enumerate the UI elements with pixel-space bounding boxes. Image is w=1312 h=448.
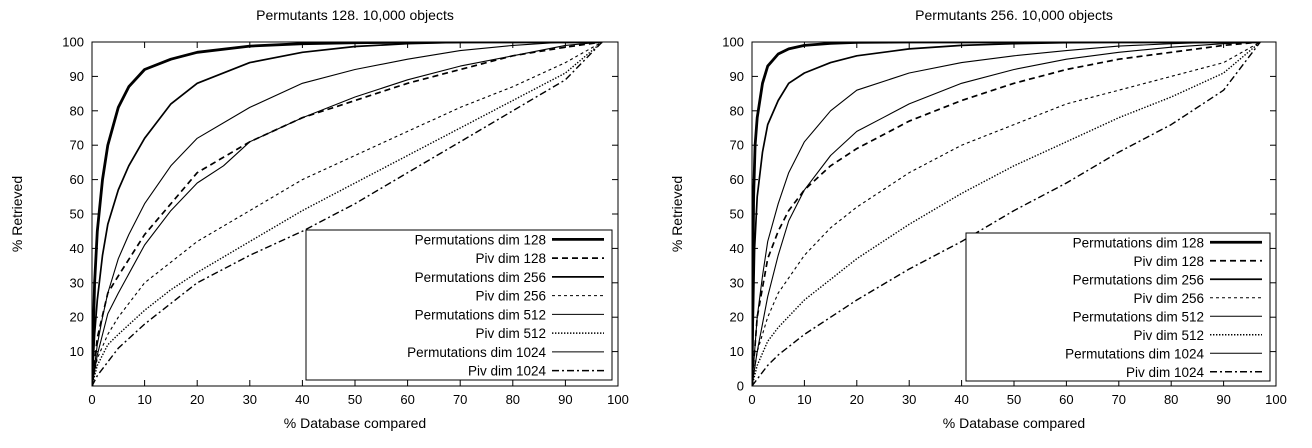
x-tick-label: 80	[1164, 392, 1178, 407]
x-tick-label: 80	[506, 392, 520, 407]
y-tick-label: 20	[730, 310, 744, 325]
legend-entry-label: Permutations dim 128	[415, 232, 546, 247]
y-tick-label: 100	[62, 35, 84, 50]
legend-entry-label: Permutations dim 1024	[407, 345, 546, 360]
x-axis-label: % Database compared	[943, 415, 1085, 431]
legend: Permutations dim 128 Piv dim 128 Permutati…	[965, 232, 1271, 382]
legend-box	[965, 232, 1271, 382]
series-line-piv-dim-256	[92, 42, 603, 386]
x-tick-label: 100	[607, 392, 629, 407]
x-tick-label: 40	[954, 392, 968, 407]
x-tick-label: 100	[1265, 392, 1287, 407]
x-tick-label: 20	[190, 392, 204, 407]
legend-entry-label: Permutations dim 1024	[1065, 346, 1204, 361]
x-tick-label: 50	[1007, 392, 1021, 407]
y-tick-label: 90	[70, 69, 84, 84]
x-tick-label: 0	[748, 392, 755, 407]
y-tick-label: 70	[70, 138, 84, 153]
x-tick-label: 20	[850, 392, 864, 407]
legend-entry-label: Permutations dim 512	[1073, 309, 1204, 324]
legend-entry-label: Piv dim 512	[475, 326, 546, 341]
legend-entry-label: Piv dim 512	[1133, 328, 1204, 343]
series-line-permutations-dim-1024	[752, 42, 1261, 386]
series-line-permutations-dim-128	[752, 42, 1261, 386]
series-line-piv-dim-1024	[92, 42, 603, 386]
series-line-piv-dim-256	[752, 42, 1261, 386]
x-tick-label: 60	[400, 392, 414, 407]
series-line-permutations-dim-512	[92, 42, 603, 386]
x-tick-label: 40	[295, 392, 309, 407]
series-line-piv-dim-128	[752, 42, 1261, 386]
series-line-permutations-dim-1024	[92, 42, 603, 386]
y-axis-label: % Retrieved	[9, 176, 25, 252]
series-line-piv-dim-512	[92, 42, 603, 386]
y-tick-label: 30	[70, 275, 84, 290]
y-axis-label: % Retrieved	[669, 176, 685, 252]
chart-title: Permutants 128. 10,000 objects	[256, 7, 454, 23]
y-tick-label: 80	[730, 103, 744, 118]
chart-panel-1: Permutants 128. 10,000 objects 0 10 20 30 40 5…	[9, 7, 629, 431]
y-tick-label: 40	[70, 241, 84, 256]
legend-entry-label: Piv dim 1024	[1126, 365, 1205, 380]
legend-entry-label: Permutations dim 256	[1073, 272, 1204, 287]
x-tick-label: 30	[243, 392, 257, 407]
x-tick-label: 10	[797, 392, 811, 407]
y-tick-label: 50	[70, 207, 84, 222]
x-tick-label: 50	[348, 392, 362, 407]
y-tick-label: 30	[730, 275, 744, 290]
y-tick-label: 70	[730, 138, 744, 153]
x-tick-label: 30	[902, 392, 916, 407]
x-tick-label: 90	[558, 392, 572, 407]
chart-title: Permutants 256. 10,000 objects	[915, 7, 1113, 23]
y-tick-label: 20	[70, 310, 84, 325]
legend-entry-label: Piv dim 1024	[468, 364, 547, 379]
series-line-piv-dim-512	[752, 42, 1261, 386]
y-tick-label: 80	[70, 103, 84, 118]
y-tick-label: 60	[70, 172, 84, 187]
legend: Permutations dim 128 Piv dim 128 Permutati…	[305, 229, 613, 381]
x-tick-label: 70	[1112, 392, 1126, 407]
legend-entry-label: Piv dim 256	[475, 289, 546, 304]
series-line-piv-dim-1024	[752, 42, 1261, 386]
x-tick-label: 60	[1059, 392, 1073, 407]
legend-entry-label: Piv dim 128	[1133, 254, 1204, 269]
chart-panel-2: Permutants 256. 10,000 objects 0 10 20 30 40 5…	[669, 7, 1287, 431]
y-tick-label: 100	[722, 35, 744, 50]
legend-entry-label: Piv dim 128	[475, 251, 546, 266]
y-tick-label: 0	[737, 379, 744, 394]
x-tick-label: 0	[88, 392, 95, 407]
x-axis-label: % Database compared	[284, 415, 426, 431]
legend-box	[305, 229, 613, 381]
legend-entry-label: Permutations dim 512	[415, 307, 546, 322]
y-tick-label: 50	[730, 207, 744, 222]
series-line-permutations-dim-256	[752, 42, 1261, 386]
legend-entry-label: Permutations dim 256	[415, 270, 546, 285]
y-tick-label: 10	[70, 344, 84, 359]
x-tick-label: 10	[137, 392, 151, 407]
series-line-permutations-dim-512	[752, 42, 1261, 386]
y-tick-label: 40	[730, 241, 744, 256]
y-tick-label: 90	[730, 69, 744, 84]
x-tick-label: 70	[453, 392, 467, 407]
x-tick-label: 90	[1216, 392, 1230, 407]
y-tick-label: 60	[730, 172, 744, 187]
y-tick-label: 10	[730, 344, 744, 359]
legend-entry-label: Permutations dim 128	[1073, 235, 1204, 250]
legend-entry-label: Piv dim 256	[1133, 291, 1204, 306]
series-line-permutations-dim-128	[92, 42, 603, 386]
